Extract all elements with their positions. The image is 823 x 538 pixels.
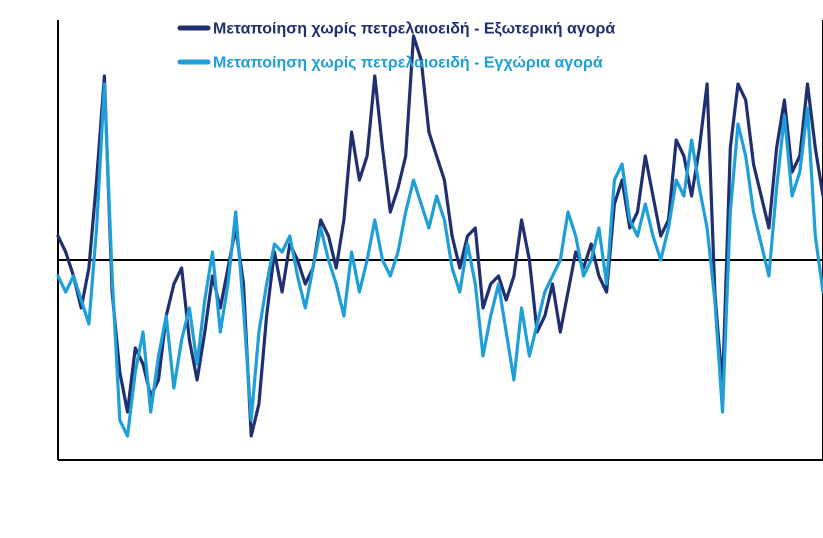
chart-container: Μεταποίηση χωρίς πετρελαιοειδή - Εξωτερι…: [0, 0, 823, 538]
line-chart: Μεταποίηση χωρίς πετρελαιοειδή - Εξωτερι…: [0, 0, 823, 538]
legend-label-domestic: Μεταποίηση χωρίς πετρελαιοειδή - Εγχώρια…: [213, 55, 603, 72]
legend-label-external: Μεταποίηση χωρίς πετρελαιοειδή - Εξωτερι…: [213, 21, 615, 38]
